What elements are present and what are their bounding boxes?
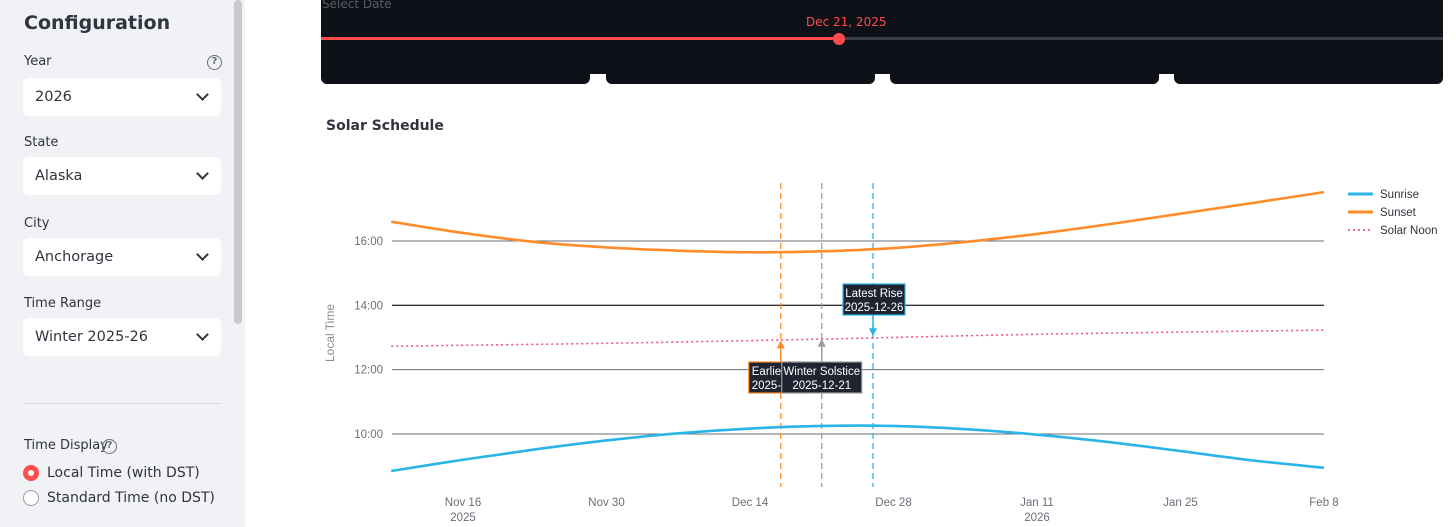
x-tick-label: Jan 25 [1163, 497, 1198, 509]
sidebar: Configuration Year ? 2026 State Alaska C… [0, 0, 245, 527]
city-value: Anchorage [35, 249, 114, 265]
annotation-box [842, 283, 906, 316]
x-tick-label: Nov 16 [445, 497, 481, 509]
annotation-title: Winter Solstice [783, 366, 860, 378]
city-label: City [24, 216, 50, 231]
slider-track-filled[interactable] [321, 37, 839, 40]
x-tick-label: Dec 28 [875, 497, 911, 509]
x-tick-label: Jan 11 [1020, 497, 1054, 509]
time-display-label: Time Display [24, 438, 108, 453]
slider-value: Dec 21, 2025 [806, 15, 887, 29]
arrow-head-icon [776, 340, 785, 349]
annotation-date: 2025-12-21 [792, 380, 851, 392]
arrow-head-icon [817, 338, 826, 347]
sidebar-scrollbar[interactable] [234, 0, 242, 324]
year-select[interactable]: 2026 [23, 78, 221, 116]
x-tick-label: Dec 14 [732, 497, 769, 509]
annotation-title: Earliest [752, 366, 791, 378]
series-line-sunrise [391, 424, 1325, 473]
metric-card [1174, 66, 1443, 84]
y-axis-label: Local Time [323, 304, 337, 362]
annotation-title: Latest Rise [845, 288, 903, 300]
x-tick-label: Nov 30 [588, 497, 624, 509]
x-tick-year-label: 2025 [450, 512, 476, 524]
city-select[interactable]: Anchorage [23, 238, 221, 276]
metric-card [890, 66, 1159, 84]
slider-thumb[interactable] [833, 33, 845, 45]
sidebar-title: Configuration [24, 12, 171, 34]
radio-local-time[interactable]: Local Time (with DST) [23, 465, 200, 481]
state-select[interactable]: Alaska [23, 157, 221, 195]
y-tick-label: 14:00 [354, 300, 383, 312]
chevron-down-icon [196, 248, 209, 261]
time-range-label: Time Range [24, 296, 102, 311]
sidebar-divider [23, 403, 221, 404]
chevron-down-icon [196, 88, 209, 101]
y-tick-label: 10:00 [354, 429, 383, 441]
legend-label[interactable]: Sunrise [1380, 189, 1419, 201]
y-tick-label: 16:00 [354, 236, 383, 248]
year-value: 2026 [35, 89, 72, 105]
radio-standard-time[interactable]: Standard Time (no DST) [23, 490, 215, 506]
x-tick-year-label: 2026 [1024, 512, 1050, 524]
time-range-select[interactable]: Winter 2025-26 [23, 318, 221, 356]
date-slider-label: Select Date [322, 0, 392, 11]
radio-unselected-icon[interactable] [23, 490, 39, 506]
legend-label[interactable]: Solar Noon [1380, 225, 1438, 237]
chart-title: Solar Schedule [326, 118, 444, 134]
annotation-date: 2025-12-26 [845, 302, 904, 314]
state-value: Alaska [35, 168, 83, 184]
slider-track[interactable] [839, 37, 1443, 40]
chevron-down-icon [196, 328, 209, 341]
annotation-box [781, 361, 863, 394]
year-label: Year [24, 54, 52, 69]
arrow-head-icon [869, 328, 877, 337]
series-line-solar-noon [391, 329, 1325, 347]
series-line-sunset [391, 190, 1325, 254]
question-circle-icon[interactable]: ? [207, 55, 222, 70]
radio-standard-time-label: Standard Time (no DST) [47, 490, 215, 506]
legend-label[interactable]: Sunset [1380, 207, 1417, 219]
metric-card [606, 66, 875, 84]
radio-local-time-label: Local Time (with DST) [47, 465, 200, 481]
radio-selected-icon[interactable] [23, 465, 39, 481]
time-range-value: Winter 2025-26 [35, 329, 148, 345]
y-tick-label: 12:00 [354, 365, 383, 377]
chevron-down-icon [196, 167, 209, 180]
x-tick-label: Feb 8 [1309, 497, 1338, 509]
question-circle-icon[interactable]: ? [102, 439, 117, 454]
metric-card [321, 66, 590, 84]
state-label: State [24, 135, 59, 150]
